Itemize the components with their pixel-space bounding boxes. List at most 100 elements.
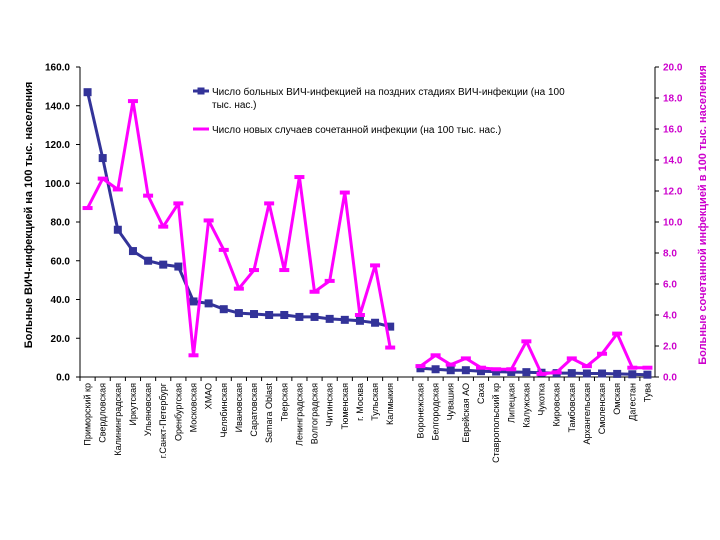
legend-line-2: тыс. нас.) [212,100,257,111]
right-tick-label: 2.0 [663,342,677,353]
data-point-hiv [507,367,516,376]
category-labels: Приморский кр Свердловская Калининградская… [79,377,652,463]
left-tick-label: 80.0 [51,218,71,229]
category-label: Тверская [279,383,289,421]
category-label: Белгородская [431,383,441,441]
data-point-hiv [250,310,259,319]
category-label: Иркутская [128,383,138,426]
category-label: Московская [188,383,198,432]
left-tick-label: 160.0 [45,63,70,74]
right-axis-ticks: 0.0 2.0 4.0 6.0 8.0 10.0 12.0 14.0 16.0 18.0 20.0 [655,63,683,384]
data-point-hiv [371,318,380,327]
left-tick-label: 140.0 [45,101,70,112]
data-point-hiv [522,368,531,377]
data-point-hiv [98,154,107,163]
data-point-hiv [431,365,440,374]
data-point-hiv [613,369,622,378]
data-point-hiv [189,297,198,306]
category-label: г. Москва [355,383,365,421]
right-tick-label: 8.0 [663,249,677,260]
category-label: Смоленская [597,383,607,434]
data-point-hiv [628,370,637,379]
category-label: Саха [476,383,486,404]
data-point-hiv [386,322,395,331]
category-label: г.Санкт-Петербург [158,382,168,458]
left-tick-label: 60.0 [51,256,71,267]
right-tick-label: 4.0 [663,311,677,322]
data-point-hiv [476,367,485,376]
left-tick-label: 120.0 [45,140,70,151]
category-label: Samara Oblast [264,383,274,444]
legend-line-1: Число больных ВИЧ-инфекцией на поздних с… [212,86,565,98]
data-point-hiv [204,299,213,308]
category-label: Тюменская [340,383,350,430]
legend-marker-hiv [197,87,205,95]
data-point-hiv [280,311,289,319]
data-point-hiv [265,311,274,319]
left-tick-label: 20.0 [51,334,71,345]
category-label: Приморский кр [83,383,93,446]
data-point-hiv [582,369,591,378]
category-label: Саратовская [249,383,259,437]
right-tick-label: 6.0 [663,280,677,291]
right-axis-title: Больные сочетанной инфекцией в 100 тыс. … [697,65,709,365]
data-point-hiv [159,260,168,269]
category-label: Ульяновская [143,383,153,436]
category-label: Тува [642,383,652,402]
data-point-hiv [567,369,576,378]
series-line-0 [420,366,648,377]
category-label: ХМАО [204,383,214,409]
data-point-hiv [446,366,455,375]
legend: Число больных ВИЧ-инфекцией на поздних с… [193,86,565,136]
data-point-hiv [643,370,652,379]
category-label: Челябинская [219,383,229,438]
left-tick-label: 0.0 [56,373,70,384]
category-label: Чукотка [537,383,547,416]
category-label: Дагестан [627,383,637,421]
right-tick-label: 16.0 [663,125,683,136]
category-label: Тамбовская [567,383,577,433]
data-point-hiv [416,364,425,373]
category-label: Читинская [325,383,335,427]
category-label: Воронежская [415,383,425,439]
series [82,88,653,379]
right-tick-label: 10.0 [663,218,683,229]
category-label: Волгоградская [310,383,320,444]
legend-label-coinfection: Число новых случаев сочетанной инфекции … [212,124,501,136]
category-label: Архангельская [582,383,592,445]
left-tick-label: 40.0 [51,295,71,306]
data-point-hiv [340,315,349,324]
category-label: Ставропольский кр [491,383,501,463]
right-tick-label: 12.0 [663,187,683,198]
category-label: Липецкая [506,383,516,423]
data-point-hiv [174,262,183,271]
category-label: Чувашия [446,383,456,420]
data-point-hiv [492,367,501,376]
data-point-hiv [128,247,137,256]
category-label: Тульская [370,383,380,421]
category-label: Кировская [552,383,562,427]
data-point-hiv [325,314,334,323]
data-point-hiv [113,225,122,234]
right-tick-label: 14.0 [663,156,683,167]
category-label: Свердловская [98,383,108,443]
left-axis-ticks: 0.0 20.0 40.0 60.0 80.0 100.0 120.0 140.0 160.0 [45,63,80,384]
data-point-hiv [144,256,153,265]
data-point-hiv [219,305,228,314]
right-tick-label: 20.0 [663,63,683,74]
series-line-1 [419,332,648,376]
legend-label-hiv: Число больных ВИЧ-инфекцией на поздних с… [212,86,565,111]
category-label: Калужская [521,383,531,428]
category-label: Калининградская [113,383,123,456]
category-label: Омская [612,383,622,415]
right-tick-label: 0.0 [663,373,677,384]
data-point-hiv [295,312,304,321]
category-label: Калмыкия [385,383,395,425]
data-point-hiv [310,312,319,321]
data-point-hiv [355,316,364,325]
data-point-hiv [83,88,92,97]
left-axis-title: Больные ВИЧ-инфекцией на 100 тыс. населе… [23,82,35,349]
category-label: Оренбургская [173,383,183,441]
category-label: Ленинградская [294,383,304,446]
